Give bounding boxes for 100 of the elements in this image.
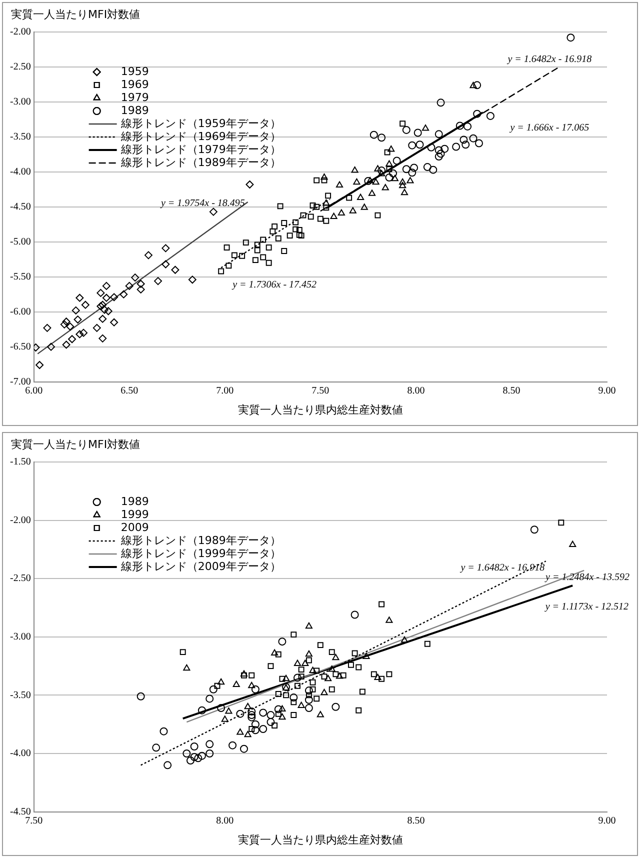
point [434, 152, 443, 161]
point [378, 601, 385, 608]
point [272, 722, 278, 728]
point [43, 324, 52, 332]
point [414, 128, 422, 137]
x-tick-label: 6.00 [25, 385, 43, 396]
point [427, 143, 436, 152]
legend-label: 1969 [120, 78, 149, 91]
point [290, 712, 297, 718]
point [221, 716, 228, 722]
point [96, 288, 105, 297]
point [214, 682, 220, 689]
point [136, 280, 145, 288]
point [348, 662, 354, 668]
y-tick-label: -5.50 [10, 271, 31, 282]
point [473, 81, 482, 90]
point [266, 718, 275, 726]
point [389, 169, 398, 178]
legend-label: 線形トレンド（1999年データ） [120, 546, 281, 560]
y-tick-label: -4.00 [10, 166, 31, 178]
point [357, 194, 364, 200]
point [164, 761, 172, 770]
point [144, 251, 152, 260]
point [530, 526, 538, 534]
annotation: y = 1.1173x - 12.512 [544, 601, 629, 612]
point [278, 713, 286, 720]
point [206, 750, 214, 758]
legend-label: 線形トレンド（2009年データ） [120, 560, 281, 573]
point [310, 202, 316, 208]
point [325, 192, 332, 199]
point [251, 720, 260, 728]
point [248, 713, 256, 722]
point [154, 277, 162, 286]
point [160, 727, 168, 736]
point [317, 216, 324, 222]
point [236, 710, 244, 718]
point [281, 220, 288, 226]
point [296, 227, 302, 233]
point [456, 122, 464, 130]
point [356, 664, 362, 670]
point [62, 340, 70, 349]
point [362, 652, 370, 659]
point [370, 130, 378, 139]
point [272, 224, 278, 230]
y-tick-label: -6.00 [10, 306, 31, 318]
y-tick-label: -3.00 [10, 632, 31, 643]
point [569, 540, 576, 548]
point [266, 711, 275, 720]
point [180, 649, 186, 656]
point [274, 705, 282, 714]
legend-label: 線形トレンド（1989年データ） [120, 534, 281, 547]
point [206, 740, 214, 748]
point [259, 708, 268, 717]
point [292, 226, 299, 232]
point [248, 682, 256, 688]
point [460, 136, 468, 144]
point [360, 204, 368, 210]
point [422, 124, 430, 131]
point [374, 212, 381, 218]
annotation: y = 1.2484x - 13.592 [544, 572, 630, 584]
point [47, 342, 56, 351]
point [305, 622, 312, 629]
point [259, 725, 268, 734]
point [268, 663, 274, 670]
point [246, 180, 254, 189]
y-tick-label: -3.50 [10, 690, 31, 701]
point [330, 212, 338, 219]
point [310, 679, 316, 686]
point [120, 290, 128, 298]
point [275, 235, 282, 242]
point [248, 711, 256, 720]
point [110, 293, 118, 302]
point [244, 730, 252, 738]
point [98, 300, 107, 309]
legend-label: 1999 [120, 508, 149, 521]
point [277, 203, 284, 210]
point [278, 705, 286, 712]
point [382, 184, 389, 190]
point [349, 207, 356, 214]
point [80, 328, 88, 337]
legend-label: 1959 [120, 64, 149, 78]
point [260, 236, 266, 243]
point [104, 307, 112, 316]
point [194, 754, 202, 762]
point [408, 141, 416, 150]
point [294, 682, 300, 689]
point [384, 149, 390, 156]
y-tick-label: -4.50 [10, 202, 31, 213]
legend-label: 2009 [120, 520, 149, 534]
point [251, 726, 260, 734]
point [72, 306, 80, 314]
point [434, 146, 443, 154]
point [436, 150, 445, 158]
point [440, 144, 449, 153]
point [316, 711, 324, 718]
point [386, 166, 392, 172]
point [36, 361, 44, 370]
point [353, 178, 360, 185]
legend-label: 線形トレンド（1979年データ） [120, 142, 281, 156]
y-tick-label: -4.50 [10, 806, 31, 818]
